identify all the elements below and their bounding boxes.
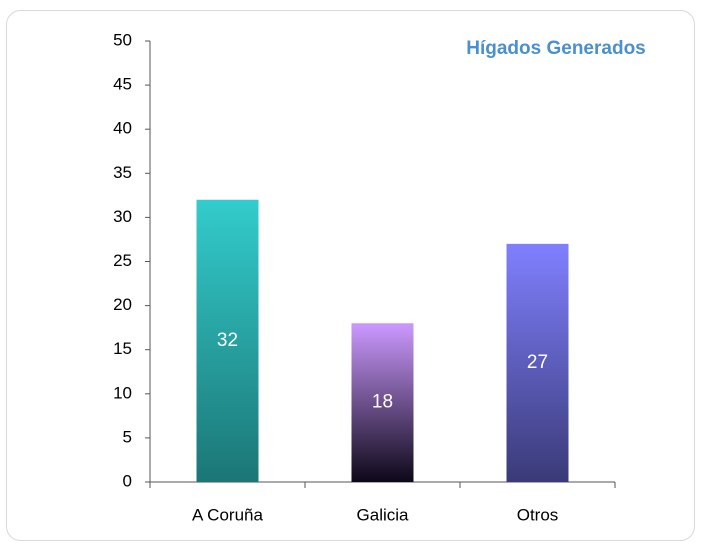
y-tick-label: 50 [113,30,132,49]
y-tick-label: 0 [123,471,132,490]
y-tick-label: 10 [113,383,132,402]
y-tick-label: 15 [113,339,132,358]
chart-frame [6,10,695,541]
y-tick-label: 35 [113,163,132,182]
y-tick-label: 20 [113,295,132,314]
bar [351,323,414,482]
x-tick-label: Otros [517,505,559,524]
y-tick-label: 45 [113,75,132,94]
y-tick-label: 40 [113,119,132,138]
data-label: 27 [527,352,548,373]
data-label: 18 [372,392,393,413]
y-tick-label: 25 [113,251,132,270]
bar [196,199,259,482]
y-tick-label: 30 [113,207,132,226]
bar [506,243,569,482]
y-tick-label: 5 [123,427,132,446]
chart-title: Hígados Generados [466,38,646,59]
x-tick-label: A Coruña [192,505,263,524]
data-label: 32 [217,330,238,351]
x-tick-label: Galicia [357,505,410,524]
